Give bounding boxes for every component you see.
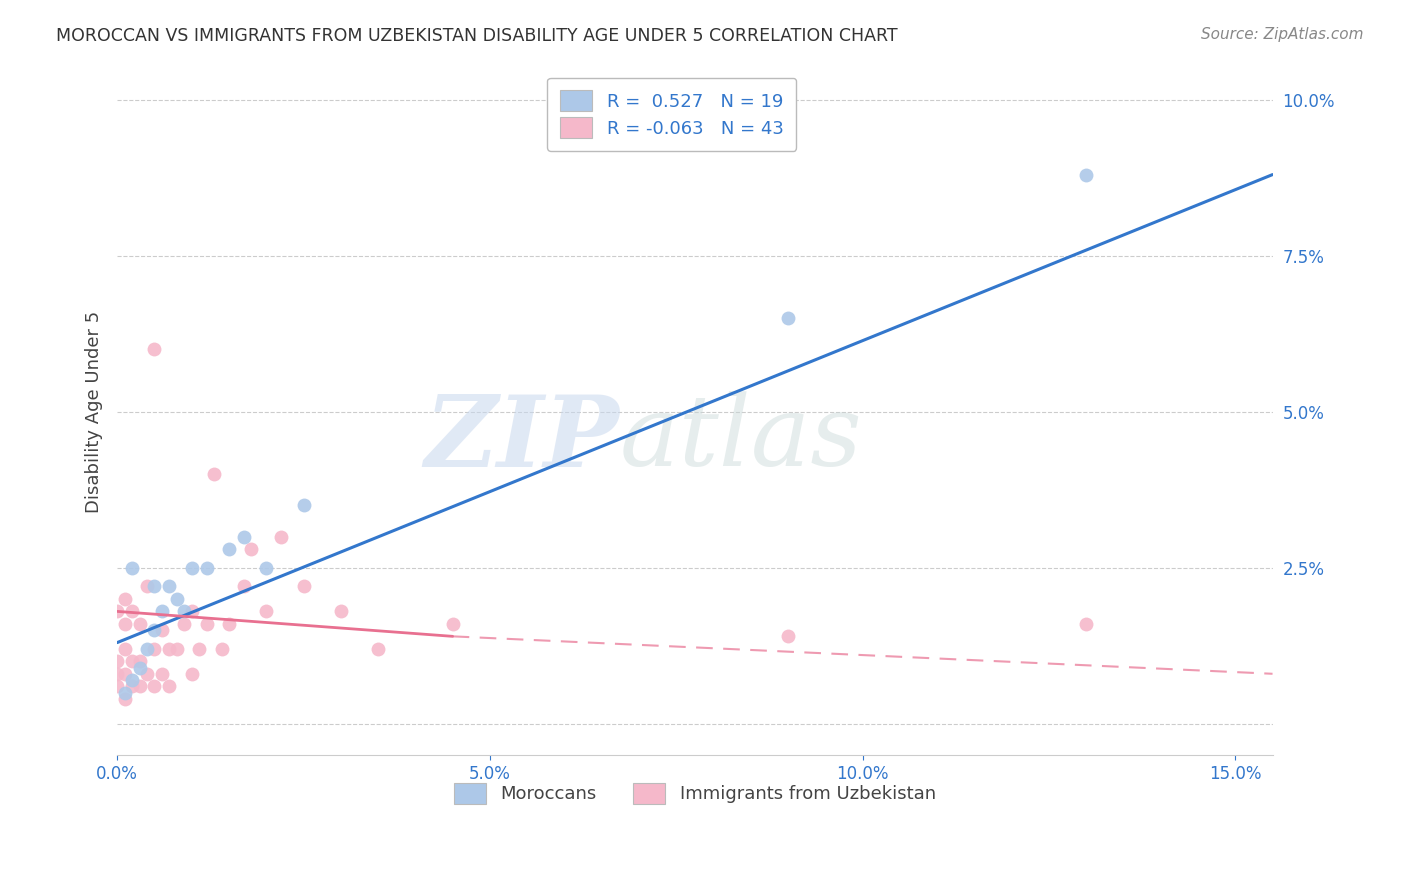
- Point: [211, 641, 233, 656]
- Point: [776, 311, 799, 326]
- Point: [232, 529, 254, 543]
- Point: [114, 641, 136, 656]
- Point: [173, 616, 195, 631]
- Point: [114, 616, 136, 631]
- Point: [128, 654, 150, 668]
- Point: [136, 666, 159, 681]
- Point: [157, 579, 180, 593]
- Text: MOROCCAN VS IMMIGRANTS FROM UZBEKISTAN DISABILITY AGE UNDER 5 CORRELATION CHART: MOROCCAN VS IMMIGRANTS FROM UZBEKISTAN D…: [56, 27, 898, 45]
- Point: [292, 579, 315, 593]
- Point: [128, 679, 150, 693]
- Point: [776, 629, 799, 643]
- Point: [1076, 616, 1098, 631]
- Point: [240, 541, 263, 556]
- Point: [157, 679, 180, 693]
- Point: [292, 498, 315, 512]
- Point: [150, 623, 173, 637]
- Point: [218, 616, 240, 631]
- Point: [143, 343, 166, 357]
- Point: [329, 604, 352, 618]
- Point: [180, 560, 202, 574]
- Point: [150, 604, 173, 618]
- Point: [143, 679, 166, 693]
- Point: [143, 623, 166, 637]
- Point: [254, 560, 277, 574]
- Point: [114, 591, 136, 606]
- Text: atlas: atlas: [620, 392, 862, 487]
- Point: [180, 604, 202, 618]
- Point: [114, 666, 136, 681]
- Point: [128, 660, 150, 674]
- Point: [218, 541, 240, 556]
- Point: [1076, 168, 1098, 182]
- Point: [105, 666, 128, 681]
- Y-axis label: Disability Age Under 5: Disability Age Under 5: [86, 310, 103, 513]
- Point: [195, 616, 218, 631]
- Point: [121, 679, 143, 693]
- Point: [136, 641, 159, 656]
- Point: [157, 641, 180, 656]
- Text: Source: ZipAtlas.com: Source: ZipAtlas.com: [1201, 27, 1364, 42]
- Point: [114, 691, 136, 706]
- Point: [441, 616, 464, 631]
- Point: [143, 579, 166, 593]
- Point: [105, 679, 128, 693]
- Point: [232, 579, 254, 593]
- Point: [121, 604, 143, 618]
- Point: [150, 666, 173, 681]
- Point: [173, 604, 195, 618]
- Legend: Moroccans, Immigrants from Uzbekistan: Moroccans, Immigrants from Uzbekistan: [443, 772, 946, 814]
- Point: [270, 529, 292, 543]
- Point: [180, 666, 202, 681]
- Point: [166, 591, 188, 606]
- Point: [128, 616, 150, 631]
- Point: [121, 654, 143, 668]
- Point: [105, 654, 128, 668]
- Point: [121, 560, 143, 574]
- Point: [114, 685, 136, 699]
- Point: [136, 579, 159, 593]
- Text: ZIP: ZIP: [425, 391, 620, 487]
- Point: [188, 641, 211, 656]
- Point: [202, 467, 225, 482]
- Point: [254, 604, 277, 618]
- Point: [195, 560, 218, 574]
- Point: [143, 641, 166, 656]
- Point: [367, 641, 389, 656]
- Point: [105, 604, 128, 618]
- Point: [121, 673, 143, 687]
- Point: [166, 641, 188, 656]
